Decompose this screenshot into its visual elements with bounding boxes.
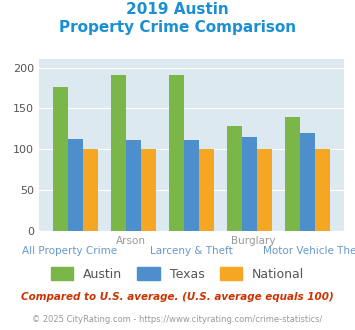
Bar <box>242 137 257 231</box>
Bar <box>184 140 199 231</box>
Legend: Austin, Texas, National: Austin, Texas, National <box>46 262 309 286</box>
Text: Property Crime Comparison: Property Crime Comparison <box>59 20 296 35</box>
Bar <box>199 149 214 231</box>
Text: Compared to U.S. average. (U.S. average equals 100): Compared to U.S. average. (U.S. average … <box>21 292 334 302</box>
Bar <box>257 149 272 231</box>
Text: Burglary: Burglary <box>230 236 275 246</box>
Text: Arson: Arson <box>116 236 146 246</box>
Text: 2019 Austin: 2019 Austin <box>126 2 229 16</box>
Bar <box>285 117 300 231</box>
Text: Motor Vehicle Theft: Motor Vehicle Theft <box>263 246 355 256</box>
Text: © 2025 CityRating.com - https://www.cityrating.com/crime-statistics/: © 2025 CityRating.com - https://www.city… <box>32 315 323 324</box>
Text: Larceny & Theft: Larceny & Theft <box>150 246 233 256</box>
Bar <box>111 75 126 231</box>
Bar <box>169 75 184 231</box>
Bar <box>68 139 83 231</box>
Bar <box>126 140 141 231</box>
Bar <box>83 149 98 231</box>
Bar <box>227 126 242 231</box>
Bar <box>53 87 68 231</box>
Bar <box>315 149 331 231</box>
Bar <box>300 133 315 231</box>
Bar <box>141 149 156 231</box>
Text: All Property Crime: All Property Crime <box>22 246 117 256</box>
